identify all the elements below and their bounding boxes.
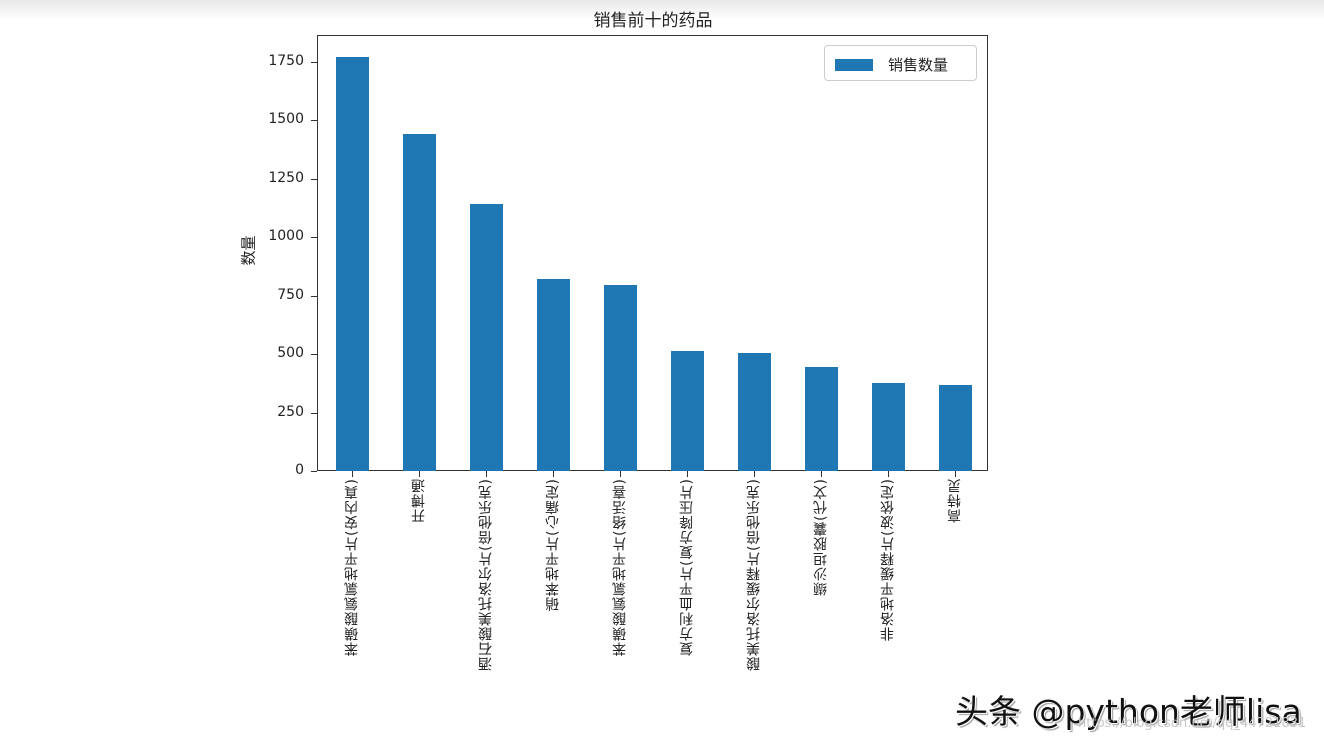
- x-tick-mark: [955, 471, 956, 477]
- y-tick-mark: [311, 295, 317, 297]
- y-tick-mark: [311, 61, 317, 63]
- bar: [670, 350, 704, 471]
- x-tick-mark: [486, 471, 487, 477]
- x-tick-mark: [620, 471, 621, 477]
- x-tick-label: 酸美托洛尔缓释片(倍他乐克): [746, 478, 762, 671]
- y-tick-mark: [311, 237, 317, 238]
- watermark: 头条 @python老师lisa: [955, 692, 1302, 731]
- y-tick-label: 1250: [268, 169, 304, 186]
- bar: [737, 352, 771, 471]
- bar: [469, 204, 503, 471]
- bar: [402, 134, 436, 471]
- bar: [536, 279, 570, 471]
- y-tick-label: 1750: [268, 52, 304, 69]
- chart-title: 销售前十的药品: [593, 11, 713, 31]
- x-tick-mark: [419, 471, 420, 477]
- x-tick-mark: [754, 471, 755, 477]
- x-tick-label: 高特灵: [947, 478, 963, 523]
- y-tick-label: 750: [277, 286, 304, 303]
- bar: [335, 56, 369, 471]
- x-tick-label: 苯磺酸氨氯地平片(络活喜): [612, 478, 628, 656]
- x-tick-mark: [821, 471, 822, 477]
- y-tick-mark: [311, 471, 317, 472]
- x-tick-mark: [352, 471, 353, 477]
- y-tick-mark: [311, 354, 317, 355]
- y-tick-mark: [311, 412, 317, 414]
- y-tick-label: 1000: [268, 228, 304, 244]
- x-tick-mark: [553, 471, 554, 477]
- legend: 销售数量: [824, 45, 977, 81]
- x-tick-label: 酒石酸美托洛尔片(倍他乐克): [478, 478, 494, 671]
- bar: [804, 366, 838, 471]
- x-tick-mark: [687, 471, 688, 477]
- bar: [603, 284, 637, 471]
- watermark-url: https://blog.csdn.net/qq_44721831: [1078, 716, 1307, 731]
- y-tick-label: 1500: [268, 111, 304, 127]
- x-tick-label: 缬沙坦胶囊(代文): [813, 478, 829, 596]
- x-tick-mark: [888, 471, 889, 477]
- bar: [938, 385, 972, 471]
- legend-swatch: [835, 59, 873, 71]
- x-tick-label: 复方利血平片(复方降压片): [679, 478, 695, 656]
- x-tick-label: 非洛地平缓释片(波依定): [880, 478, 896, 641]
- y-tick-label: 0: [295, 462, 304, 478]
- legend-label: 销售数量: [888, 56, 949, 74]
- bar: [871, 383, 905, 471]
- x-tick-label: 硝苯地平片(心痛定): [545, 478, 561, 611]
- x-tick-label: 开博通: [411, 478, 427, 523]
- x-tick-label: 苯磺酸氨氯地平片(安内真): [344, 478, 360, 656]
- y-tick-label: 250: [277, 403, 304, 420]
- y-tick-label: 500: [277, 345, 304, 361]
- y-tick-mark: [311, 120, 317, 121]
- top-bar: [0, 0, 1324, 20]
- y-tick-mark: [311, 178, 317, 180]
